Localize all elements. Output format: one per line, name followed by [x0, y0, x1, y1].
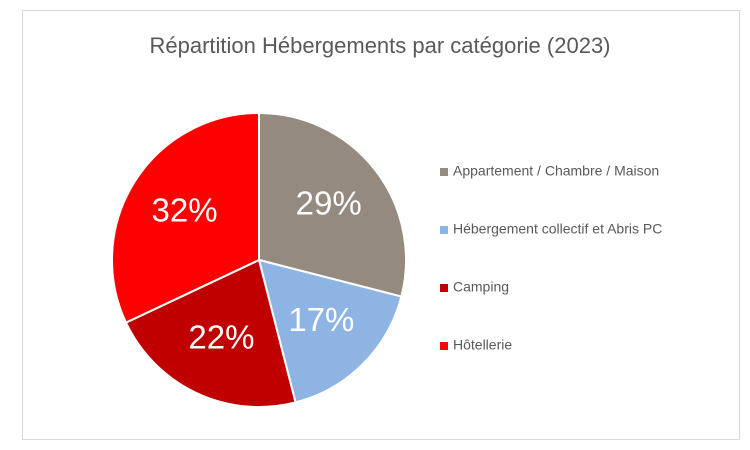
pie-slice — [257, 258, 403, 404]
legend-swatch — [440, 168, 448, 176]
legend-label: Hôtellerie — [453, 337, 512, 353]
value-label: 32% — [151, 191, 217, 228]
value-label: 22% — [188, 319, 254, 356]
legend-swatch — [440, 342, 448, 350]
legend-label: Hébergement collectif et Abris PC — [453, 221, 662, 237]
pie-slice — [258, 111, 407, 298]
pie-slice — [111, 111, 260, 324]
value-label: 17% — [288, 301, 354, 338]
legend-label: Appartement / Chambre / Maison — [453, 163, 659, 179]
value-label: 29% — [296, 185, 362, 222]
legend-swatch — [440, 284, 448, 292]
chart-title: Répartition Hébergements par catégorie (… — [149, 33, 610, 58]
legend-swatch — [440, 226, 448, 234]
legend-label: Camping — [453, 279, 509, 295]
pie-slice — [124, 258, 297, 408]
